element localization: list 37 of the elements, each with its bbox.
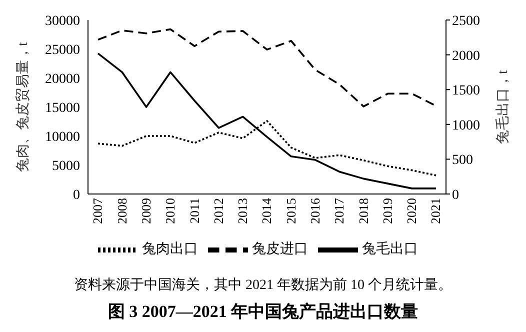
x-tick-label: 2015 [283, 198, 298, 224]
y2-tick-label: 1500 [452, 84, 480, 99]
y2-tick-label: 2000 [452, 48, 480, 64]
y2-axis-title: 兔毛出口，t [495, 70, 512, 144]
y-tick-label: 20000 [45, 72, 80, 87]
x-tick-label: 2008 [114, 198, 130, 224]
y2-tick-label: 0 [452, 188, 459, 203]
legend-label: 兔皮进口 [252, 242, 308, 258]
y2-tick-label: 500 [452, 153, 473, 168]
x-tick-label: 2019 [380, 198, 395, 224]
y-tick-label: 10000 [45, 130, 80, 145]
legend-label: 兔毛出口 [362, 242, 418, 258]
x-tick-label: 2016 [308, 198, 323, 224]
text: 资料来源于中国海关，其中 2021 年数据为前 10 个月统计量。 [73, 276, 453, 294]
x-tick-label: 2007 [90, 198, 106, 224]
y-tick-label: 5000 [52, 158, 80, 174]
line-series [97, 28, 437, 108]
text: 图 3 2007—2021 年中国兔产品进出口数量 [106, 301, 420, 323]
legend-label: 兔肉出口 [142, 242, 198, 258]
line-series [97, 52, 437, 190]
y-tick-label: 0 [73, 188, 80, 203]
x-tick-label: 2011 [186, 198, 202, 224]
x-tick-label: 2020 [404, 198, 420, 224]
x-tick-label: 2013 [235, 198, 250, 224]
y2-tick-label: 2500 [452, 14, 480, 29]
x-tick-label: 2014 [259, 198, 274, 224]
y2-tick-label: 1000 [452, 118, 480, 134]
x-tick-label: 2017 [332, 198, 347, 224]
y-tick-label: 15000 [45, 100, 80, 116]
y-tick-label: 30000 [45, 14, 80, 29]
y-tick-label: 25000 [45, 42, 80, 58]
x-tick-label: 2018 [356, 198, 371, 224]
x-tick-label: 2009 [138, 198, 154, 224]
x-tick-label: 2021 [428, 198, 444, 224]
x-tick-label: 2012 [210, 198, 226, 224]
x-tick-label: 2010 [162, 198, 178, 224]
y-axis-title: 兔肉、兔皮贸易量，t [15, 42, 32, 172]
